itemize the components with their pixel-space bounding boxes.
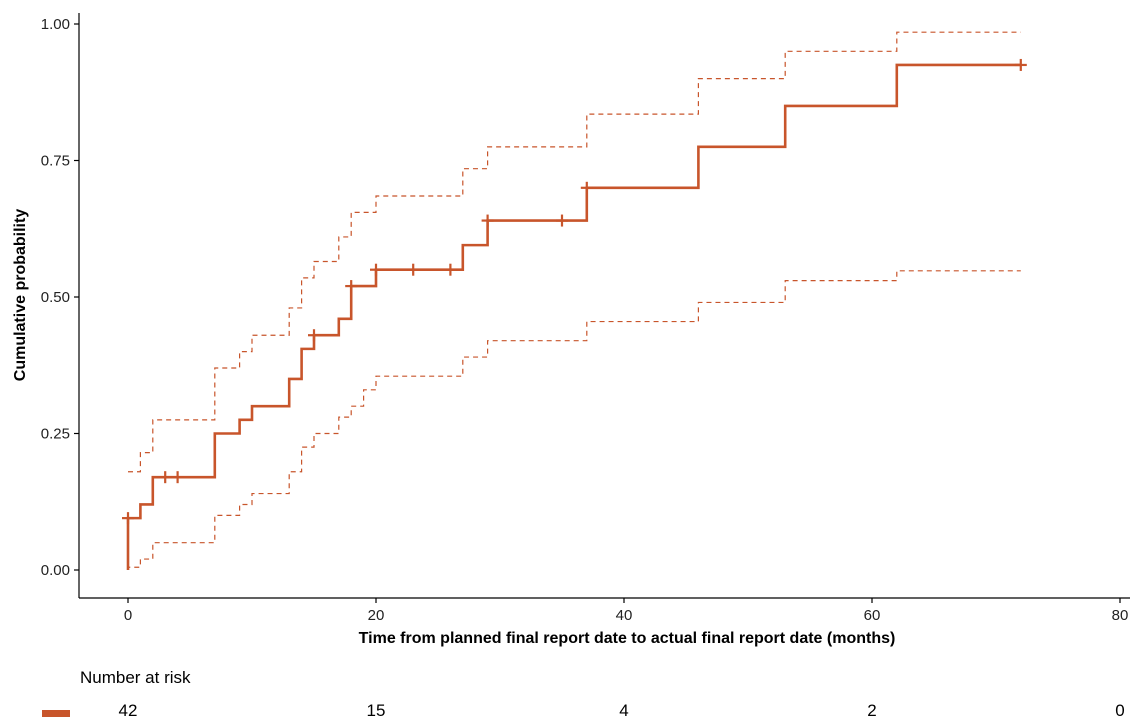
censor-mark xyxy=(345,280,358,293)
censor-mark xyxy=(407,263,420,276)
censor-mark xyxy=(556,214,568,227)
x-tick-label: 40 xyxy=(616,607,633,624)
x-tick-label: 60 xyxy=(864,607,881,624)
x-tick-label: 0 xyxy=(124,607,132,624)
censor-mark xyxy=(1014,58,1027,71)
censor-mark xyxy=(481,214,494,227)
y-tick-label: 1.00 xyxy=(41,16,70,33)
censor-mark xyxy=(444,263,457,276)
risk-count: 4 xyxy=(619,701,629,720)
risk-table-title: Number at risk xyxy=(80,668,191,687)
upper-ci-line xyxy=(128,31,1021,473)
y-tick-label: 0.00 xyxy=(41,562,70,579)
censor-mark xyxy=(580,181,593,194)
censor-mark xyxy=(308,329,320,342)
plot-area xyxy=(122,31,1027,570)
km-chart: 0.00 0.25 0.50 0.75 1.00 0 20 40 60 80 Cumulative… xyxy=(12,13,1130,647)
censor-mark xyxy=(171,471,184,484)
km-estimate-line xyxy=(126,63,1021,570)
y-tick-label: 0.75 xyxy=(41,153,70,170)
risk-count: 2 xyxy=(867,701,877,720)
y-tick-label: 0.25 xyxy=(41,426,70,443)
axes: 0.00 0.25 0.50 0.75 1.00 0 20 40 60 80 xyxy=(41,13,1130,624)
risk-count: 0 xyxy=(1115,701,1125,720)
risk-count: 42 xyxy=(118,701,138,720)
y-tick-label: 0.50 xyxy=(41,289,70,306)
censor-mark xyxy=(370,263,382,276)
lower-ci-line xyxy=(127,270,1021,570)
y-axis-label: Cumulative probability xyxy=(12,209,29,382)
x-tick-label: 80 xyxy=(1112,607,1129,624)
risk-table-strata-swatch xyxy=(42,710,70,717)
x-axis-label: Time from planned final report date to a… xyxy=(359,630,896,647)
censor-mark xyxy=(122,512,134,525)
risk-count: 15 xyxy=(366,701,386,720)
x-tick-label: 20 xyxy=(368,607,385,624)
censor-mark xyxy=(159,471,172,484)
